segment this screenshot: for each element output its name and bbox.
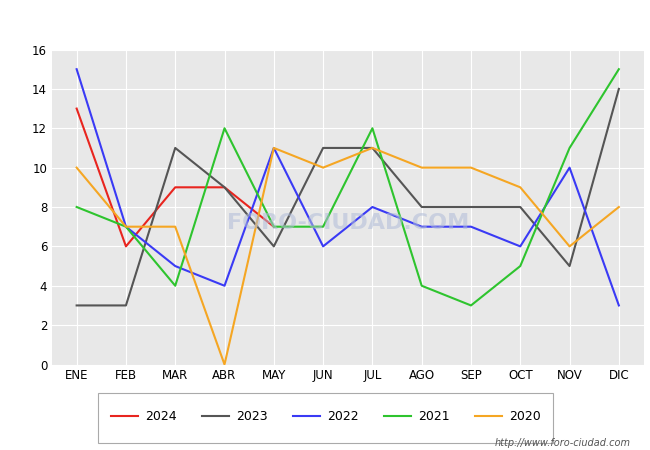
Text: http://www.foro-ciudad.com: http://www.foro-ciudad.com — [495, 438, 630, 448]
Text: Matriculaciones de Vehiculos en La Guardia de Jaén: Matriculaciones de Vehiculos en La Guard… — [111, 13, 540, 32]
Text: 2022: 2022 — [327, 410, 359, 423]
Text: 2021: 2021 — [419, 410, 450, 423]
Text: 2023: 2023 — [237, 410, 268, 423]
Text: 2020: 2020 — [510, 410, 541, 423]
Text: FORO-CIUDAD.COM: FORO-CIUDAD.COM — [227, 213, 469, 233]
Text: 2024: 2024 — [146, 410, 177, 423]
FancyBboxPatch shape — [98, 393, 552, 443]
